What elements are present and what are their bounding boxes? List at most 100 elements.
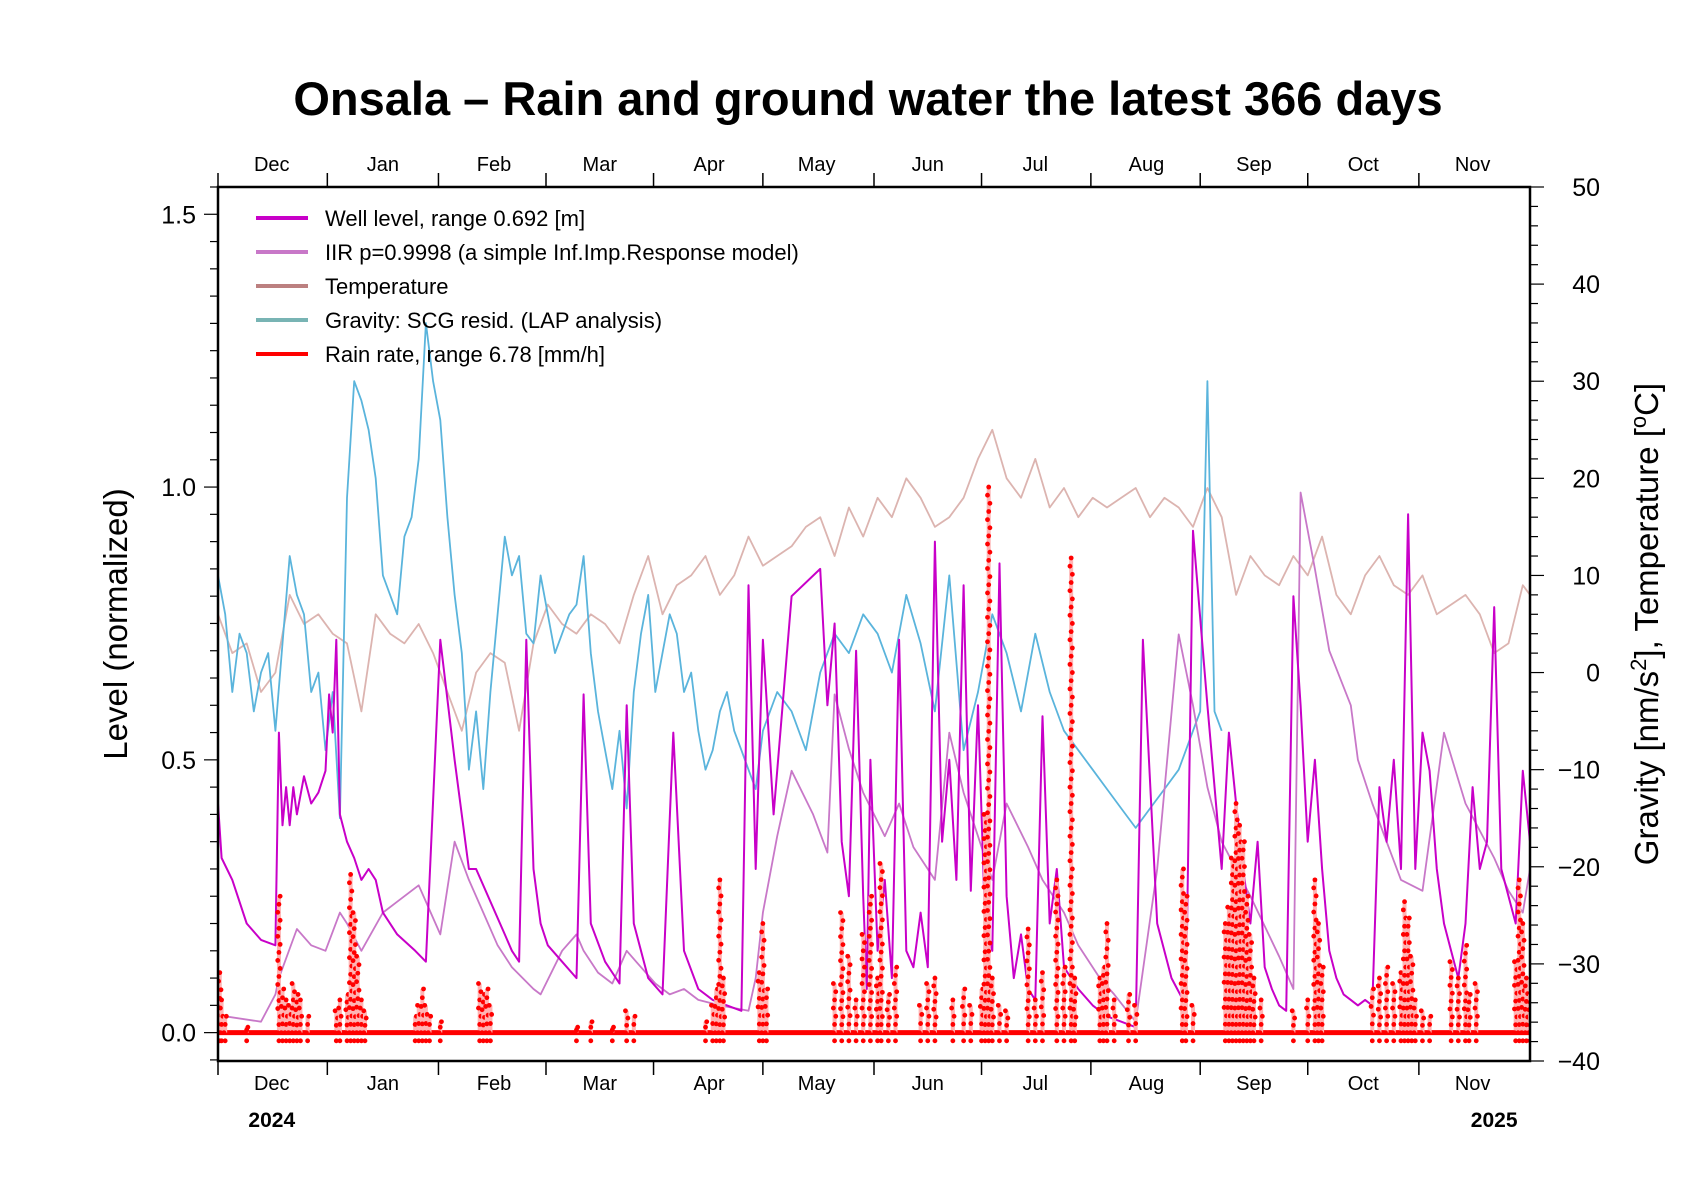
rain-point (1404, 956, 1410, 962)
rain-point (866, 982, 872, 987)
rain-point (1237, 972, 1243, 977)
rain-point (991, 991, 996, 997)
rain-point (1377, 1038, 1382, 1044)
rain-point (1230, 972, 1235, 977)
rain-point (1236, 905, 1241, 911)
rain-point (1515, 1030, 1521, 1036)
rain-point (1242, 839, 1247, 845)
rain-point (1402, 899, 1407, 905)
rain-point (869, 966, 875, 971)
rain-point (290, 1038, 296, 1044)
rain-point (1004, 1022, 1010, 1028)
rain-point (348, 872, 354, 877)
rain-point (1409, 1038, 1415, 1044)
rain-point (987, 867, 993, 873)
rain-point (986, 582, 992, 588)
rain-point (981, 812, 987, 817)
year-label: 2025 (1471, 1109, 1518, 1132)
rain-point (1311, 1030, 1317, 1036)
rain-point (985, 663, 990, 669)
rain-point (838, 982, 843, 988)
rain-point (1449, 1014, 1455, 1020)
rain-point (985, 614, 990, 620)
rain-point (961, 1038, 967, 1044)
rain-point (869, 990, 875, 995)
rain-point (1320, 989, 1326, 995)
rain-point (276, 1038, 282, 1044)
rain-point (1038, 1004, 1044, 1010)
rain-point (846, 1021, 852, 1027)
rain-point (276, 925, 282, 931)
rain-point (1103, 1005, 1109, 1010)
rain-point (294, 1022, 300, 1028)
legend-label: Rain rate, range 6.78 [mm/h] (325, 342, 605, 367)
rain-point (1318, 1005, 1324, 1011)
rain-point (423, 1038, 429, 1044)
rain-point (1369, 1038, 1375, 1044)
rain-point (985, 761, 990, 767)
rain-point (1026, 942, 1032, 948)
rain-point (1521, 963, 1527, 968)
rain-point (1067, 858, 1073, 864)
rain-point (280, 1021, 285, 1027)
rain-point (1400, 907, 1406, 913)
rain-point (293, 1007, 299, 1013)
rain-point (1032, 1022, 1038, 1027)
rain-point (222, 1038, 228, 1044)
rain-point (1250, 1006, 1256, 1012)
rain-point (1236, 955, 1241, 961)
rain-point (1126, 1038, 1131, 1044)
rain-point (354, 1004, 360, 1010)
rain-point (982, 997, 988, 1003)
rain-point (287, 1038, 293, 1044)
rain-point (960, 1004, 965, 1009)
rain-point (1319, 1022, 1325, 1027)
rain-point (1320, 964, 1326, 970)
rain-point (223, 1013, 229, 1019)
rain-point (361, 1030, 367, 1036)
rain-point (878, 877, 884, 883)
rain-point (1520, 1021, 1526, 1027)
rain-point (1068, 874, 1074, 880)
rain-point (830, 981, 836, 986)
rain-point (1391, 1038, 1397, 1044)
rain-point (282, 1005, 288, 1011)
rain-point (1426, 1030, 1431, 1036)
rain-point (1385, 964, 1391, 970)
rain-point (1225, 954, 1231, 960)
rain-point (275, 909, 281, 915)
rain-point (986, 802, 992, 808)
rain-point (1400, 956, 1406, 962)
rain-point (1243, 933, 1249, 939)
rain-point (1314, 954, 1320, 960)
y2-title-mid: ], Temperature [ (1628, 428, 1665, 659)
rain-point (1226, 921, 1232, 927)
rain-point (624, 1038, 630, 1044)
legend-label: IIR p=0.9998 (a simple Inf.Imp.Response … (325, 240, 799, 265)
rain-point (1246, 932, 1252, 937)
rain-point (1377, 1022, 1382, 1028)
rain-point (336, 1005, 342, 1011)
y2-title-sup2: o (1626, 416, 1651, 428)
rain-point (358, 997, 364, 1003)
rain-point (1179, 997, 1185, 1003)
rain-point (1189, 1002, 1195, 1008)
rain-point (987, 916, 993, 922)
rain-point (480, 1038, 486, 1044)
rain-point (716, 981, 722, 987)
rain-point (351, 1038, 357, 1044)
rain-point (1069, 571, 1075, 577)
rain-point (1428, 1013, 1434, 1019)
rain-point (416, 1021, 422, 1026)
rain-point (1516, 901, 1522, 907)
rain-point (1464, 942, 1470, 948)
rain-point (1053, 1030, 1059, 1036)
rain-point (1312, 925, 1318, 931)
rain-point (412, 1038, 418, 1044)
rain-point (1071, 983, 1076, 989)
rain-point (893, 1038, 898, 1044)
rain-point (1411, 1005, 1417, 1011)
y2-tick-label: −20 (1558, 854, 1600, 882)
rain-point (348, 971, 354, 977)
rain-point (1240, 922, 1246, 928)
